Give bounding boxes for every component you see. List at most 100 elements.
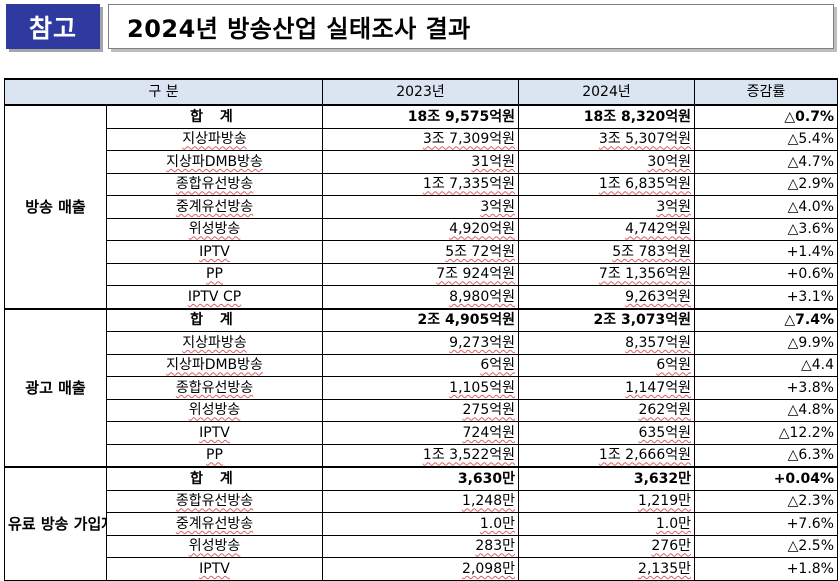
value-2024: 4,742억원 — [518, 217, 695, 241]
value-2024: 8,357억원 — [518, 331, 695, 355]
change-rate-text: +3.8% — [786, 379, 834, 396]
value-2023-text: 1.0만 — [479, 515, 515, 532]
change-rate: △4.4 — [694, 353, 838, 377]
table-row: 지상파DMB방송 6억원 6억원 △4.4 — [5, 353, 838, 377]
value-2024: 1,219만 — [518, 489, 695, 513]
row-item-label: IPTV — [106, 557, 323, 581]
value-2024: 1.0만 — [518, 512, 695, 536]
row-item-label-text: 중계유선방송 — [175, 515, 254, 532]
value-2024: 1조 6,835억원 — [518, 172, 695, 196]
change-rate: △4.7% — [694, 150, 838, 174]
value-2024: 1,147억원 — [518, 376, 695, 400]
change-rate-text: △4.0% — [787, 198, 834, 215]
row-item-label-text: IPTV — [199, 243, 230, 260]
value-2024-text: 2,135만 — [638, 560, 691, 577]
value-2024: 7조 1,356억원 — [518, 262, 695, 286]
value-2023: 6억원 — [322, 353, 519, 377]
value-2023: 3조 7,309억원 — [322, 127, 519, 151]
row-item-label: 합 계 — [106, 307, 323, 332]
value-2023: 1조 7,335억원 — [322, 172, 519, 196]
row-item-label: IPTV — [106, 240, 323, 264]
table-header-row: 구 분 2023년 2024년 증감률 — [4, 78, 838, 106]
value-2023: 3억원 — [322, 195, 519, 219]
value-2023-text: 3억원 — [480, 198, 515, 215]
row-item-label: PP — [106, 443, 323, 468]
row-item-label: PP — [106, 262, 323, 286]
row-item-label-text: 지상파방송 — [182, 131, 247, 148]
change-rate-text: △6.3% — [787, 447, 834, 464]
table-row: PP 1조 3,522억원 1조 2,666억원 △6.3% — [5, 443, 838, 468]
change-rate-text: △2.3% — [787, 493, 834, 510]
row-item-label: 위성방송 — [106, 217, 323, 241]
change-rate: +1.8% — [694, 557, 838, 581]
value-2023: 9,273억원 — [322, 331, 519, 355]
value-2023-text: 5조 72억원 — [445, 243, 515, 260]
change-rate-text: +3.1% — [786, 288, 834, 305]
value-2023-text: 283만 — [475, 538, 515, 555]
value-2023: 283만 — [322, 534, 519, 558]
page-title: 2024년 방송산업 실태조사 결과 — [127, 15, 471, 43]
row-group-label: 유료 방송 가입자 — [4, 466, 107, 581]
change-rate-text: +1.8% — [786, 560, 834, 577]
row-item-label-text: 종합유선방송 — [175, 493, 254, 510]
table-total-row: 방송 매출 합 계 18조 9,575억원 18조 8,320억원 △0.7% — [4, 104, 838, 309]
table-row: 중계유선방송 1.0만 1.0만 +7.6% — [5, 512, 838, 536]
row-item-label: 합 계 — [106, 104, 323, 129]
row-group-label: 광고 매출 — [4, 307, 107, 468]
row-item-label: 중계유선방송 — [106, 512, 323, 536]
table-total-row: 유료 방송 가입자 합 계 3,630만 3,632만 +0.04% — [4, 466, 838, 581]
change-rate: △2.3% — [694, 489, 838, 513]
change-rate: +7.6% — [694, 512, 838, 536]
value-2023-text: 31억원 — [471, 153, 515, 170]
change-rate-text: △12.2% — [778, 424, 834, 441]
title-bar: 참고 2024년 방송산업 실태조사 결과 — [0, 0, 840, 56]
row-item-label: 지상파방송 — [106, 127, 323, 151]
row-item-label: 위성방송 — [106, 398, 323, 422]
change-rate: △3.6% — [694, 217, 838, 241]
value-2024: 1조 2,666억원 — [518, 443, 695, 468]
value-2024-text: 7조 1,356억원 — [598, 266, 691, 283]
table-total-row: 광고 매출 합 계 2조 4,905억원 2조 3,073억원 △7.4% — [4, 307, 838, 468]
value-2024-text: 1.0만 — [655, 515, 691, 532]
row-item-label-text: PP — [206, 447, 223, 464]
value-2024-text: 30억원 — [647, 153, 691, 170]
change-rate-text: △4.7% — [787, 153, 834, 170]
table-row: 지상파방송 9,273억원 8,357억원 △9.9% — [5, 331, 838, 355]
value-2023: 8,980억원 — [322, 285, 519, 309]
value-2024: 3,632만 — [518, 466, 695, 491]
value-2024: 5조 783억원 — [518, 240, 695, 264]
value-2023-text: 18조 9,575억원 — [407, 108, 515, 125]
table-row: IPTV 5조 72억원 5조 783억원 +1.4% — [5, 240, 838, 264]
change-rate: △7.4% — [694, 307, 838, 332]
value-2024-text: 6억원 — [656, 357, 691, 374]
table-row: 위성방송 275억원 262억원 △4.8% — [5, 398, 838, 422]
change-rate-text: △3.6% — [787, 221, 834, 238]
change-rate-text: +0.6% — [786, 266, 834, 283]
value-2024-text: 1,219만 — [638, 493, 691, 510]
change-rate-text: +7.6% — [786, 515, 834, 532]
row-item-label-text: 지상파DMB방송 — [166, 357, 263, 374]
column-header-2023: 2023년 — [322, 78, 519, 106]
table-row: IPTV 2,098만 2,135만 +1.8% — [5, 557, 838, 581]
value-2024-text: 1조 2,666억원 — [598, 447, 691, 464]
value-2023-text: 3,630만 — [457, 470, 515, 487]
table-row: 중계유선방송 3억원 3억원 △4.0% — [5, 195, 838, 219]
table-row: 지상파DMB방송 31억원 30억원 △4.7% — [5, 150, 838, 174]
column-header-2024: 2024년 — [518, 78, 695, 106]
row-item-label: 종합유선방송 — [106, 489, 323, 513]
change-rate: △0.7% — [694, 104, 838, 129]
change-rate: +0.6% — [694, 262, 838, 286]
value-2023: 18조 9,575억원 — [322, 104, 519, 129]
row-item-label-text: 합 계 — [190, 312, 239, 329]
value-2023-text: 9,273억원 — [449, 334, 515, 351]
row-item-label: 합 계 — [106, 466, 323, 491]
row-item-label-text: 종합유선방송 — [175, 176, 254, 193]
table-row: 지상파방송 3조 7,309억원 3조 5,307억원 △5.4% — [5, 127, 838, 151]
change-rate: +3.8% — [694, 376, 838, 400]
row-item-label-text: 지상파방송 — [182, 334, 247, 351]
change-rate-text: △5.4% — [787, 131, 834, 148]
column-header-change: 증감률 — [694, 78, 838, 106]
table-row: PP 7조 924억원 7조 1,356억원 +0.6% — [5, 262, 838, 286]
change-rate-text: +1.4% — [786, 243, 834, 260]
value-2023: 724억원 — [322, 421, 519, 445]
